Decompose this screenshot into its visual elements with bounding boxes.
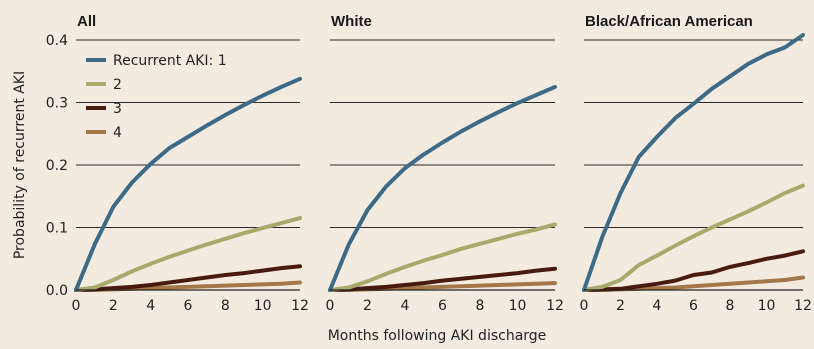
x-tick-label: 8	[476, 298, 485, 314]
series-line-2	[328, 222, 557, 292]
x-tick-label: 0	[72, 298, 81, 314]
x-tick-label: 4	[653, 298, 662, 314]
y-tick-label: 0.2	[46, 158, 68, 174]
series-line-2	[582, 183, 805, 292]
legend-entry-3: 3	[113, 101, 122, 117]
x-tick-label: 2	[616, 298, 625, 314]
x-tick-label: 12	[794, 298, 812, 314]
x-axis-label: Months following AKI discharge	[328, 328, 547, 344]
series-line-3	[328, 266, 557, 292]
x-tick-label: 12	[546, 298, 564, 314]
x-tick-label: 6	[184, 298, 193, 314]
series-line-1	[74, 76, 302, 292]
series-line-1	[582, 33, 805, 292]
x-tick-label: 0	[580, 298, 589, 314]
legend-entry-4: 4	[113, 125, 122, 141]
y-tick-label: 0.0	[46, 283, 68, 299]
series-line-2	[74, 216, 302, 292]
panel-title: Black/African American	[585, 13, 753, 30]
x-tick-label: 10	[254, 298, 272, 314]
grid-layer	[76, 39, 803, 228]
series-line-3	[582, 249, 805, 292]
x-tick-label: 8	[221, 298, 230, 314]
x-tick-label: 2	[109, 298, 118, 314]
legend: Recurrent AKI: 1 2 3 4	[86, 53, 227, 141]
x-tick-label: 2	[363, 298, 372, 314]
y-tick-label: 0.4	[46, 33, 68, 49]
series-layer	[74, 33, 805, 292]
y-tick-label: 0.3	[46, 96, 68, 112]
series-line-3	[74, 264, 302, 292]
x-tick-label: 4	[401, 298, 410, 314]
x-tick-label: 8	[726, 298, 735, 314]
y-axis-label: Probability of recurrent AKI	[12, 71, 28, 259]
x-tick-label: 6	[689, 298, 698, 314]
x-tick-label: 12	[291, 298, 309, 314]
x-tick-label: 10	[509, 298, 527, 314]
legend-entry-2: 2	[113, 77, 122, 93]
legend-entry-1: Recurrent AKI: 1	[113, 53, 227, 69]
series-line-1	[328, 84, 557, 292]
panel-title: All	[77, 13, 96, 30]
x-tick-label: 0	[326, 298, 335, 314]
x-tick-label: 10	[758, 298, 776, 314]
x-tick-label: 4	[146, 298, 155, 314]
panel-title: White	[331, 13, 372, 30]
text-layer: All 0 2 4 6 8 10 12 White 0 2 4 6 8 10 12 Black/African …	[12, 13, 812, 344]
y-tick-label: 0.1	[46, 221, 68, 237]
x-tick-label: 6	[438, 298, 447, 314]
